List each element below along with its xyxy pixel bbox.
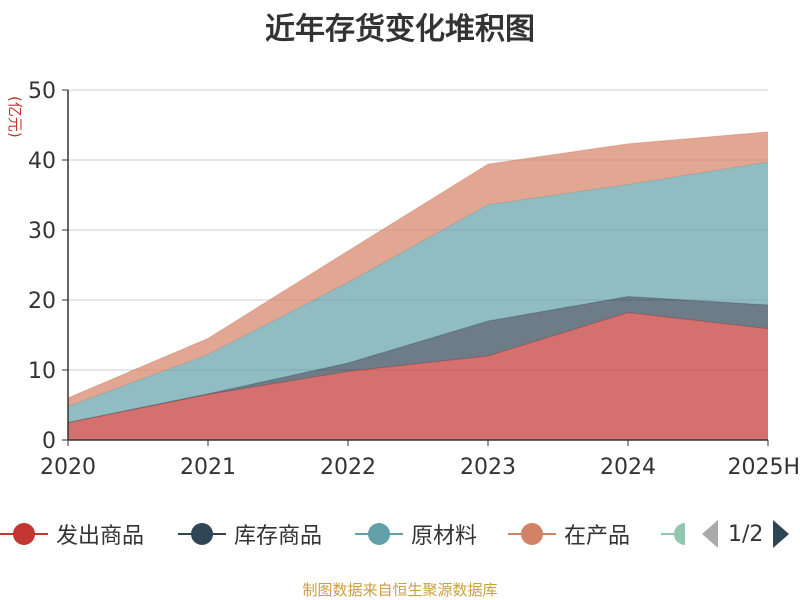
legend-pager: 1/2 <box>700 512 800 556</box>
y-tick-label: 0 <box>42 429 56 454</box>
x-tick-label: 2020 <box>40 455 96 480</box>
legend-label: 库存商品 <box>234 524 323 549</box>
line-在产品 <box>67 131 769 399</box>
axes <box>67 90 769 446</box>
legend-marker-icon <box>661 523 685 545</box>
x-tick-label: 2024 <box>600 455 656 480</box>
y-tick-label: 20 <box>28 289 56 314</box>
y-tick-label: 50 <box>28 79 56 104</box>
area-在产品 <box>68 132 768 407</box>
tick-labels: 0 10 20 30 40 50 2020 2021 2022 2023 2024 2025H <box>28 79 800 480</box>
legend-label: 在产品 <box>564 524 631 549</box>
legend: 1/2 发出商品 库存商品 原材料 在产品 <box>0 512 800 556</box>
legend-page-indicator: 1/2 <box>728 521 764 547</box>
legend-marker-icon <box>355 523 403 545</box>
area-发出商品 <box>68 312 768 440</box>
legend-item-partial[interactable] <box>661 512 685 556</box>
legend-prev-arrow-icon[interactable] <box>700 518 720 550</box>
legend-marker-icon <box>508 523 556 545</box>
x-tick-label: 2022 <box>320 455 376 480</box>
legend-item[interactable]: 发出商品 <box>0 512 144 556</box>
legend-marker-icon <box>178 523 226 545</box>
area-原材料 <box>68 162 768 423</box>
y-axis-unit-label: (亿元) <box>6 96 24 138</box>
legend-next-arrow-icon[interactable] <box>771 518 791 550</box>
y-tick-label: 30 <box>28 219 56 244</box>
legend-label: 原材料 <box>411 524 478 549</box>
x-tick-label: 2021 <box>180 455 236 480</box>
area-series-group <box>67 131 769 440</box>
y-tick-label: 10 <box>28 359 56 384</box>
y-tick-label: 40 <box>28 149 56 174</box>
source-note: 制图数据来自恒生聚源数据库 <box>302 581 498 599</box>
legend-label: 发出商品 <box>56 524 145 549</box>
legend-marker-icon <box>0 523 48 545</box>
chart-title: 近年存货变化堆积图 <box>265 12 535 47</box>
legend-item[interactable]: 库存商品 <box>178 512 322 556</box>
legend-item[interactable]: 在产品 <box>508 512 630 556</box>
legend-item[interactable]: 原材料 <box>355 512 477 556</box>
x-tick-label: 2025H <box>727 455 800 480</box>
area-库存商品 <box>68 296 768 423</box>
x-tick-label: 2023 <box>460 455 516 480</box>
